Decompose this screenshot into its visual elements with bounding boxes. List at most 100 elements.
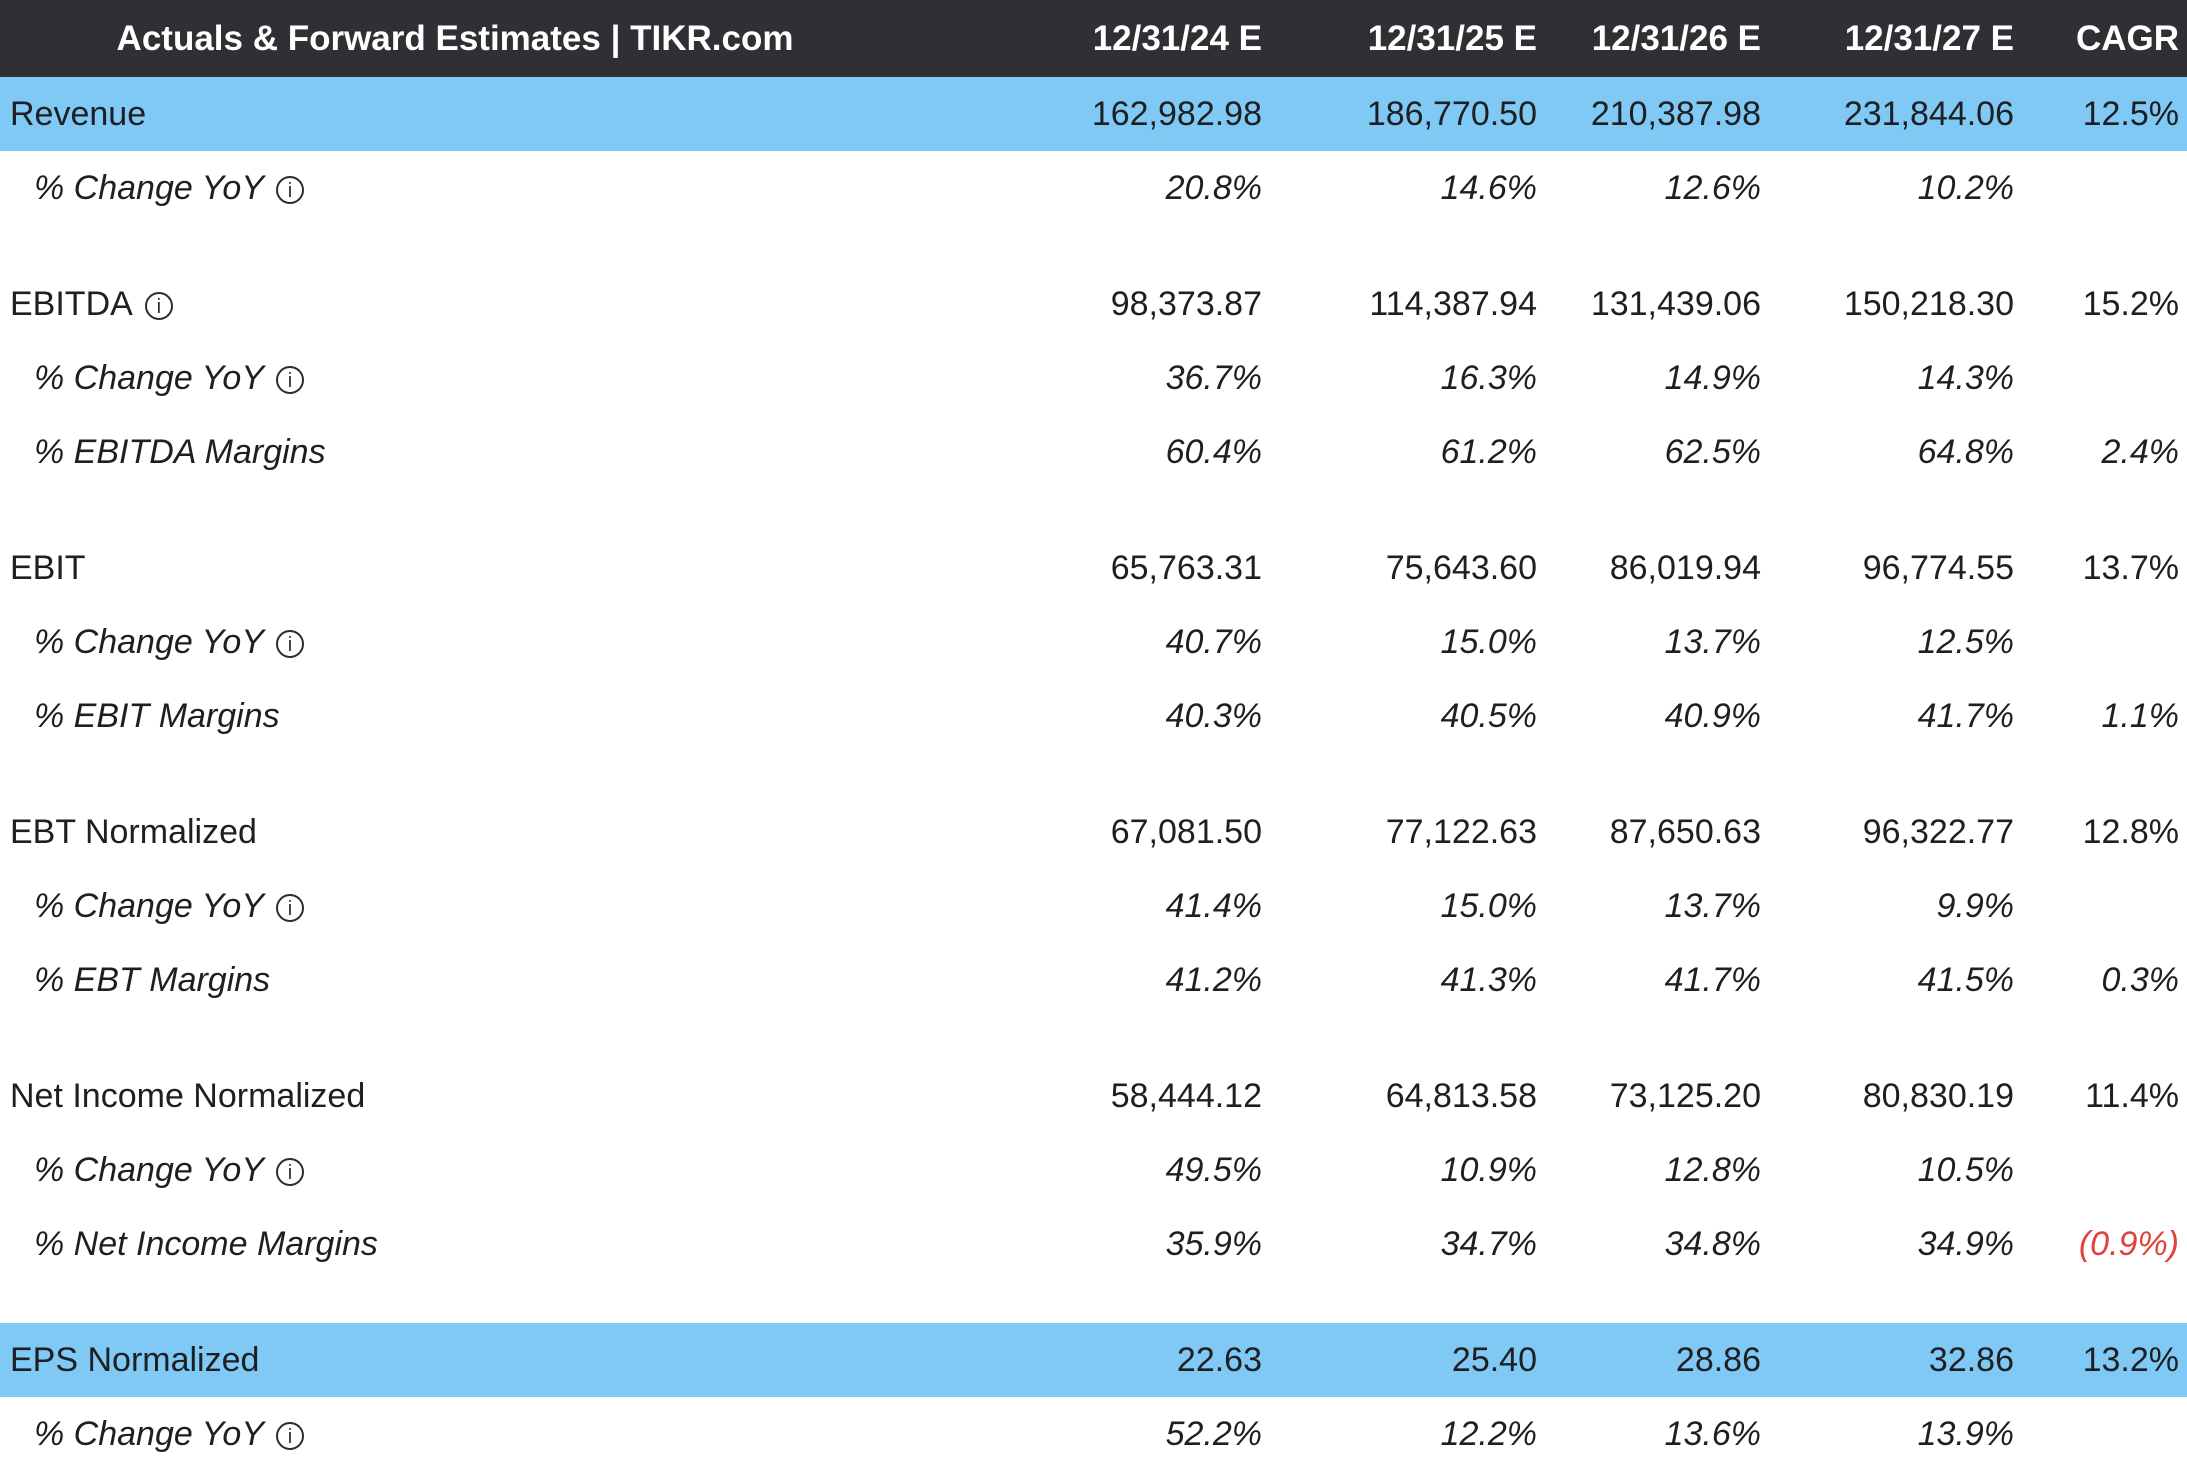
row-label: Net Income Normalized	[0, 1059, 910, 1133]
row-label-text: % Change YoY	[34, 886, 264, 925]
value-cell-period-2: 13.7%	[1664, 622, 1761, 661]
value-cell-period-2: 131,439.06	[1590, 284, 1761, 323]
value-cell-period-3: 13.9%	[1917, 1414, 2014, 1453]
info-icon[interactable]: i	[276, 1421, 304, 1450]
row-label: % Change YoY i	[0, 341, 910, 415]
value-cell-period-1: 186,770.50	[1366, 94, 1537, 133]
value-cell-period-2: 12.6%	[1664, 168, 1761, 207]
value-cell-period-3: 9.9%	[1936, 886, 2015, 925]
value-cell-period-1: 41.3%	[1440, 960, 1537, 999]
row-label-text: Revenue	[10, 94, 147, 133]
row-revenue: Revenue 162,982.98 186,770.50 210,387.98 231…	[0, 77, 2187, 151]
row-label-text: EBIT	[10, 548, 86, 587]
value-cell-period-1: 16.3%	[1440, 358, 1537, 397]
cagr-cell: 12.5%	[2082, 94, 2179, 133]
value-cell-period-3: 41.7%	[1917, 696, 2014, 735]
row-label: % Change YoY i	[0, 151, 910, 225]
info-icon[interactable]: i	[276, 629, 304, 658]
row-label: % Net Income Margins	[0, 1207, 910, 1281]
spacer-row	[0, 753, 2187, 795]
row-change-yoy: % Change YoY i 40.7% 15.0% 13.7% 12.5%	[0, 605, 2187, 679]
info-icon[interactable]: i	[144, 291, 173, 320]
row-label: % EBIT Margins	[0, 679, 910, 753]
row-ebt-normalized: EBT Normalized 67,081.50 77,122.63 87,650.6…	[0, 795, 2187, 869]
value-cell-period-3: 10.5%	[1917, 1150, 2014, 1189]
row-net-income-normalized: Net Income Normalized 58,444.12 64,813.58 7…	[0, 1059, 2187, 1133]
row-label: EBITDA i	[0, 267, 910, 341]
value-cell-period-0: 52.2%	[1165, 1414, 1262, 1453]
row-label-text: EBT Normalized	[10, 812, 257, 851]
info-icon[interactable]: i	[276, 893, 304, 922]
column-header-period-3: 12/31/27 E	[1844, 18, 2014, 58]
value-cell-period-3: 150,218.30	[1843, 284, 2014, 323]
spacer-cell	[0, 225, 2187, 267]
value-cell-period-2: 40.9%	[1664, 696, 1761, 735]
spacer-row	[0, 1281, 2187, 1323]
cagr-cell: 12.8%	[2082, 812, 2179, 851]
value-cell-period-1: 75,643.60	[1385, 548, 1537, 587]
info-icon[interactable]: i	[276, 365, 304, 394]
value-cell-period-1: 34.7%	[1440, 1224, 1537, 1263]
value-cell-period-3: 10.2%	[1917, 168, 2014, 207]
cagr-cell: 1.1%	[2101, 696, 2180, 735]
value-cell-period-3: 96,322.77	[1862, 812, 2014, 851]
cagr-cell	[2022, 869, 2187, 943]
value-cell-period-2: 41.7%	[1664, 960, 1761, 999]
row-ebitda-margins: % EBITDA Margins 60.4% 61.2% 62.5% 64.8% 2.4%	[0, 415, 2187, 489]
value-cell-period-1: 15.0%	[1440, 622, 1537, 661]
value-cell-period-1: 40.5%	[1440, 696, 1537, 735]
cagr-cell	[2022, 605, 2187, 679]
value-cell-period-2: 87,650.63	[1609, 812, 1761, 851]
column-header-period-0: 12/31/24 E	[1092, 18, 1262, 58]
value-cell-period-0: 162,982.98	[1091, 94, 1262, 133]
row-change-yoy: % Change YoY i 20.8% 14.6% 12.6% 10.2%	[0, 151, 2187, 225]
info-icon[interactable]: i	[276, 175, 304, 204]
cagr-cell: (0.9%)	[2078, 1224, 2179, 1263]
value-cell-period-0: 98,373.87	[1110, 284, 1262, 323]
row-label-text: % Change YoY	[34, 358, 264, 397]
row-label-text: EBITDA	[10, 284, 133, 323]
value-cell-period-1: 15.0%	[1440, 886, 1537, 925]
cagr-cell	[2022, 1397, 2187, 1470]
cagr-cell: 13.2%	[2082, 1340, 2179, 1379]
value-cell-period-3: 64.8%	[1917, 432, 2014, 471]
value-cell-period-0: 49.5%	[1165, 1150, 1262, 1189]
value-cell-period-1: 10.9%	[1440, 1150, 1537, 1189]
value-cell-period-3: 34.9%	[1917, 1224, 2014, 1263]
row-label-text: % Change YoY	[34, 1414, 264, 1453]
spacer-cell	[0, 1017, 2187, 1059]
table-header-row: Actuals & Forward Estimates | TIKR.com 1…	[0, 0, 2187, 77]
info-icon[interactable]: i	[276, 1157, 304, 1186]
cagr-cell	[2022, 341, 2187, 415]
row-label: Revenue	[0, 77, 910, 151]
value-cell-period-0: 41.4%	[1165, 886, 1262, 925]
spacer-cell	[0, 753, 2187, 795]
value-cell-period-0: 40.3%	[1165, 696, 1262, 735]
row-label: EBIT	[0, 531, 910, 605]
row-label-text: Net Income Normalized	[10, 1076, 366, 1115]
table-title: Actuals & Forward Estimates | TIKR.com	[116, 18, 794, 58]
row-label: % Change YoY i	[0, 1397, 910, 1470]
value-cell-period-1: 61.2%	[1440, 432, 1537, 471]
row-label-text: % Net Income Margins	[34, 1224, 378, 1263]
row-change-yoy: % Change YoY i 41.4% 15.0% 13.7% 9.9%	[0, 869, 2187, 943]
row-label: % Change YoY i	[0, 605, 910, 679]
value-cell-period-0: 36.7%	[1165, 358, 1262, 397]
cagr-cell: 15.2%	[2082, 284, 2179, 323]
value-cell-period-0: 40.7%	[1165, 622, 1262, 661]
cagr-cell	[2022, 1133, 2187, 1207]
value-cell-period-2: 86,019.94	[1609, 548, 1761, 587]
cagr-cell: 11.4%	[2085, 1076, 2179, 1115]
value-cell-period-3: 231,844.06	[1843, 94, 2014, 133]
row-label-text: % Change YoY	[34, 1150, 264, 1189]
value-cell-period-2: 14.9%	[1664, 358, 1761, 397]
value-cell-period-2: 12.8%	[1664, 1150, 1761, 1189]
row-label: EBT Normalized	[0, 795, 910, 869]
row-change-yoy: % Change YoY i 52.2% 12.2% 13.6% 13.9%	[0, 1397, 2187, 1470]
value-cell-period-1: 25.40	[1451, 1340, 1537, 1379]
row-change-yoy: % Change YoY i 36.7% 16.3% 14.9% 14.3%	[0, 341, 2187, 415]
row-label-text: % Change YoY	[34, 622, 264, 661]
value-cell-period-0: 35.9%	[1165, 1224, 1262, 1263]
